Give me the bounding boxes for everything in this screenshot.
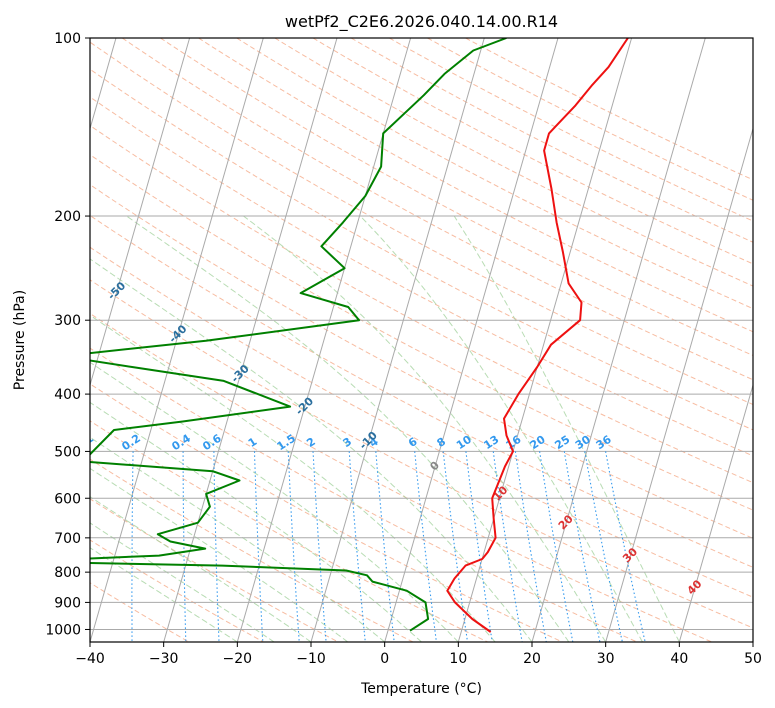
moist-adiabat-line bbox=[90, 361, 459, 642]
mixing-ratio-line bbox=[514, 451, 547, 642]
moist-adiabat-line bbox=[90, 258, 533, 642]
dry-adiabat-line bbox=[90, 246, 753, 598]
moist-adiabat-line bbox=[359, 215, 643, 642]
dry-adiabat-line bbox=[198, 38, 753, 333]
dry-adiabat-line bbox=[90, 279, 753, 629]
isotherm-line bbox=[531, 38, 706, 642]
y-tick-label: 300 bbox=[54, 313, 81, 329]
x-axis-ticks: −40 −30 −20 −10 0 10 20 30 40 50 bbox=[75, 642, 762, 667]
x-tick-label: 40 bbox=[670, 651, 688, 667]
y-tick-label: 900 bbox=[54, 595, 81, 611]
isotherm-line bbox=[163, 38, 338, 642]
dry-adiabat-line bbox=[90, 347, 638, 642]
x-tick-label: −10 bbox=[296, 651, 326, 667]
x-tick-label: 50 bbox=[744, 651, 762, 667]
y-tick-label: 1000 bbox=[45, 622, 81, 638]
x-tick-label: −30 bbox=[149, 651, 179, 667]
y-axis-ticks: 100 200 300 400 500 600 700 800 900 1000 bbox=[45, 31, 90, 638]
y-tick-label: 400 bbox=[54, 387, 81, 403]
moist-adiabat-line bbox=[90, 314, 496, 642]
y-tick-label: 200 bbox=[54, 209, 81, 225]
mixing-ratio-line bbox=[563, 451, 601, 642]
dry-adiabat-line bbox=[90, 214, 753, 568]
mixing-ratio-label: 0.1 bbox=[73, 432, 96, 454]
y-tick-label: 800 bbox=[54, 565, 81, 581]
dry-adiabat-line bbox=[160, 38, 753, 356]
plot-frame bbox=[89, 37, 754, 643]
mixing-ratio-line bbox=[584, 451, 623, 642]
dry-adiabat-line bbox=[427, 38, 753, 201]
dry-adiabat-line bbox=[90, 41, 753, 406]
isobar-gridlines bbox=[90, 38, 753, 630]
profile-series bbox=[90, 38, 629, 633]
x-axis-label: Temperature (°C) bbox=[360, 681, 482, 697]
dewpoint-profile bbox=[90, 38, 507, 632]
dry-adiabat-line bbox=[274, 38, 753, 287]
x-tick-label: 10 bbox=[449, 651, 467, 667]
y-tick-label: 700 bbox=[54, 531, 81, 547]
x-tick-label: −20 bbox=[223, 651, 253, 667]
mixing-ratio-line bbox=[465, 451, 493, 642]
mixing-ratio-line bbox=[539, 451, 574, 642]
isotherm-line bbox=[90, 38, 191, 387]
dry-adiabat-line bbox=[90, 124, 753, 484]
y-tick-label: 500 bbox=[54, 444, 81, 460]
x-tick-label: 20 bbox=[523, 651, 541, 667]
y-tick-label: 100 bbox=[54, 31, 81, 47]
moist-adiabat-line bbox=[243, 215, 607, 642]
isotherm-line bbox=[236, 38, 412, 642]
isotherm-line bbox=[90, 38, 264, 642]
chart-title: wetPf2_C2E6.2026.040.14.00.R14 bbox=[285, 12, 558, 32]
y-tick-label: 600 bbox=[54, 491, 81, 507]
x-tick-label: 30 bbox=[597, 651, 615, 667]
moist-adiabat-line bbox=[90, 496, 312, 642]
isotherm-line bbox=[384, 38, 559, 642]
isotherm-line bbox=[605, 126, 753, 642]
x-tick-label: −40 bbox=[75, 651, 105, 667]
y-axis-label: Pressure (hPa) bbox=[12, 290, 28, 390]
dry-adiabat-line bbox=[90, 458, 414, 642]
moist-adiabat-line bbox=[90, 401, 422, 642]
isotherm-line bbox=[678, 383, 753, 642]
dry-adiabat-line bbox=[90, 539, 264, 642]
moist-adiabat-line bbox=[453, 215, 680, 642]
isotherm-line bbox=[457, 38, 633, 642]
temperature-profile bbox=[446, 38, 629, 633]
dry-adiabat-line bbox=[121, 38, 753, 381]
isotherm-line bbox=[310, 38, 485, 642]
dry-adiabat-line bbox=[90, 96, 753, 457]
mixing-ratio-line bbox=[605, 451, 646, 642]
x-tick-label: 0 bbox=[380, 651, 389, 667]
mixing-ratio-lines bbox=[131, 451, 646, 642]
moist-adiabat-line bbox=[90, 436, 386, 642]
moist-adiabat-line bbox=[90, 467, 349, 642]
dry-adiabat-line bbox=[350, 38, 753, 243]
isotherm-gridlines bbox=[90, 38, 753, 642]
